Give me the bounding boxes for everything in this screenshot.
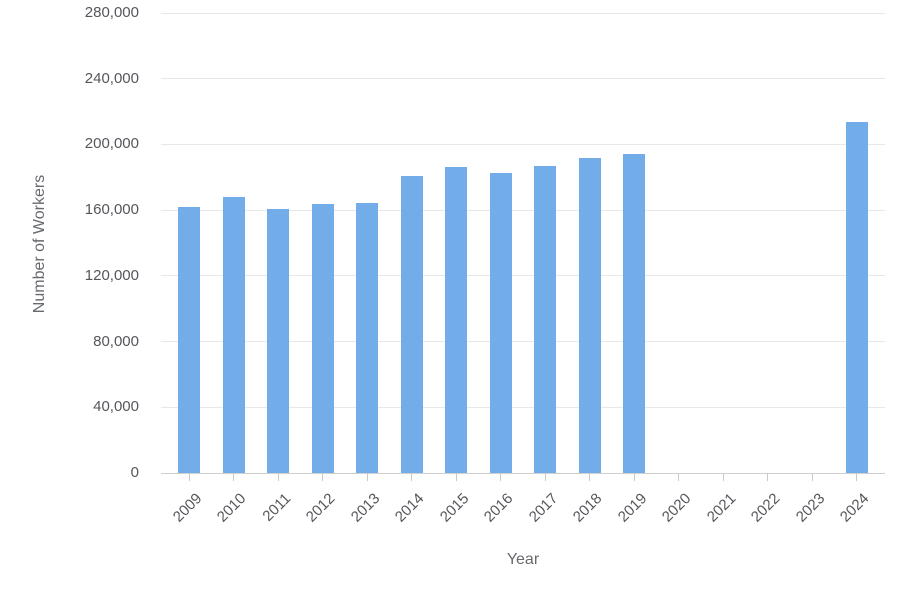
bar-2015 (445, 167, 468, 473)
x-tick-mark (856, 473, 858, 481)
bar-2011 (267, 208, 290, 473)
x-tick-label-2023: 2023 (792, 490, 829, 526)
y-tick-label: 280,000 (84, 4, 139, 21)
x-axis-line (161, 472, 885, 474)
x-tick-label-2017: 2017 (525, 490, 562, 526)
bar-2012 (311, 203, 334, 473)
x-tick-mark (366, 473, 368, 481)
x-tick-mark (322, 473, 324, 481)
x-tick-mark (500, 473, 502, 481)
x-tick-mark (811, 473, 813, 481)
x-tick-mark (188, 473, 190, 481)
x-tick-label-2015: 2015 (436, 490, 473, 526)
y-gridline (161, 78, 885, 80)
bar-2019 (623, 154, 646, 473)
x-tick-label-2011: 2011 (259, 490, 295, 525)
y-gridline (161, 143, 885, 145)
x-tick-label-2014: 2014 (392, 490, 428, 526)
y-tick-label: 120,000 (84, 266, 139, 284)
y-tick-label: 240,000 (84, 69, 139, 87)
x-tick-mark (233, 473, 235, 481)
bar-2024 (845, 122, 868, 473)
bar-2016 (489, 173, 512, 473)
x-tick-mark (767, 473, 769, 481)
y-axis-title: Number of Workers (31, 174, 48, 314)
y-gridline (161, 12, 885, 14)
x-tick-mark (678, 473, 680, 481)
y-gridline (161, 275, 885, 277)
x-tick-mark (455, 473, 457, 481)
bar-2013 (356, 202, 379, 473)
x-tick-mark (277, 473, 279, 481)
y-gridline (161, 209, 885, 211)
x-tick-label-2016: 2016 (481, 490, 517, 526)
x-tick-label-2022: 2022 (748, 490, 784, 526)
x-tick-label-2020: 2020 (659, 490, 695, 526)
plot-area (161, 12, 885, 481)
x-tick-label-2021: 2021 (703, 490, 740, 526)
x-tick-label-2013: 2013 (347, 490, 384, 526)
x-tick-mark (544, 473, 546, 481)
y-tick-label: 0 (130, 464, 139, 481)
x-tick-label-2009: 2009 (169, 490, 206, 526)
x-tick-mark (633, 473, 635, 481)
x-tick-mark (411, 473, 413, 481)
x-tick-label-2019: 2019 (614, 490, 651, 526)
bar-2017 (534, 165, 557, 473)
y-gridline (161, 406, 885, 408)
x-axis-title: Year (506, 551, 540, 568)
y-tick-label: 40,000 (93, 398, 139, 416)
x-tick-mark (589, 473, 591, 481)
bar-2010 (222, 197, 245, 473)
x-tick-label-2012: 2012 (303, 490, 339, 526)
y-gridline (161, 341, 885, 343)
y-tick-label: 80,000 (93, 332, 139, 350)
x-tick-label-2018: 2018 (570, 490, 606, 526)
bar-2009 (178, 206, 201, 473)
bar-2014 (400, 176, 423, 473)
x-tick-mark (722, 473, 724, 481)
x-tick-label-2024: 2024 (837, 490, 873, 526)
y-tick-label: 200,000 (84, 135, 139, 153)
y-tick-label: 160,000 (84, 201, 139, 219)
bar-2018 (578, 157, 601, 473)
x-tick-label-2010: 2010 (214, 490, 250, 526)
